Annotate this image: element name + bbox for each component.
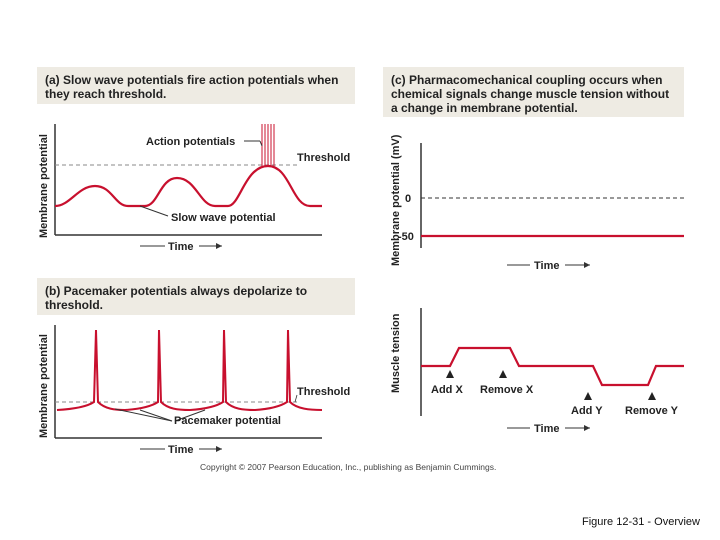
panel-a-threshold-label: Threshold [297, 152, 350, 164]
panel-a-title-rest: fire action potentials when they reach t… [45, 73, 339, 101]
panel-b-x-label: Time [168, 444, 193, 456]
panel-c-title: (c) Pharmacomechanical coupling occurs w… [383, 67, 684, 117]
panel-c-tension-graph: Add X Remove X Add Y Remove Y Muscle ten… [390, 308, 684, 435]
panel-c-remove-x-marker [499, 370, 507, 378]
panel-a-action-potential-spikes [261, 124, 275, 168]
panel-c-remove-y-marker [648, 392, 656, 400]
panel-b-title: (b) Pacemaker potentials always depolari… [37, 278, 355, 315]
panel-c-remove-y-label: Remove Y [625, 405, 679, 417]
panel-a-slow-wave-label: Slow wave potential [171, 212, 276, 224]
panel-c-add-y-marker [584, 392, 592, 400]
panel-b-graph: Threshold Pacemaker potential Membrane p… [38, 325, 350, 456]
panel-b-title-bold: Pacemaker potentials [63, 284, 188, 298]
panel-a-tag: (a) [45, 73, 60, 87]
panel-c-add-y-label: Add Y [571, 405, 603, 417]
panel-a-title-bold: Slow wave potentials [63, 73, 184, 87]
panel-a-graph: Action potentials Threshold Slow wave po… [38, 124, 350, 253]
panel-a-slow-wave-pointer [139, 205, 169, 217]
panel-a-slow-wave-trace [54, 164, 322, 208]
copyright-notice: Copyright © 2007 Pearson Education, Inc.… [200, 462, 497, 472]
panel-a-y-label: Membrane potential [38, 134, 50, 238]
panel-c-add-x-marker [446, 370, 454, 378]
panel-a-action-potentials-label: Action potentials [146, 136, 235, 148]
panel-b-tag: (b) [45, 284, 61, 298]
panel-c-bottom-y-label: Muscle tension [390, 313, 402, 393]
panel-c-bottom-x-label: Time [534, 423, 559, 435]
panel-b-threshold-pointer [294, 394, 298, 403]
panel-c-membrane-graph: 0 -50 Membrane potential (mV) Time [390, 134, 684, 272]
panel-b-title-rest: always depolarize to threshold. [45, 284, 308, 312]
panel-b-pacemaker-label: Pacemaker potential [174, 415, 281, 427]
panel-a-title: (a) Slow wave potentials fire action pot… [37, 67, 355, 104]
panel-c-tick-minus50: -50 [398, 231, 414, 243]
panel-c-tick-0: 0 [405, 193, 411, 205]
panel-b-threshold-label: Threshold [297, 386, 350, 398]
panel-b-pacemaker-trace [56, 329, 323, 412]
panel-c-title-bold: Pharmacomechanical coupling [409, 73, 586, 87]
panel-c-add-x-label: Add X [431, 384, 463, 396]
figure-caption: Figure 12-31 - Overview [582, 516, 700, 528]
panel-c-top-x-label: Time [534, 260, 559, 272]
panel-c-remove-x-label: Remove X [480, 384, 534, 396]
panel-c-tension-trace [421, 346, 684, 387]
panel-b-y-label: Membrane potential [38, 334, 50, 438]
panel-c-top-y-label: Membrane potential (mV) [390, 134, 402, 266]
panel-c-tag: (c) [391, 73, 406, 87]
panel-a-x-label: Time [168, 241, 193, 253]
panel-b-pacemaker-pointer [114, 408, 173, 422]
panel-c-title-rest: occurs when chemical signals change musc… [391, 73, 670, 115]
